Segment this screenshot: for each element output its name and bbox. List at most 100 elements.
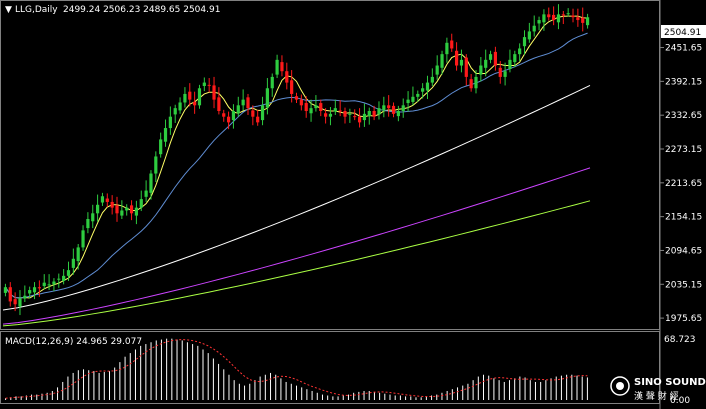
candle-body: [168, 116, 172, 129]
price-tick-label: 2273.15: [665, 145, 702, 155]
candle-body: [585, 17, 590, 26]
candle-body: [139, 199, 143, 208]
price-axis: 2451.65 2392.15 2332.65 2273.15 2213.65 2154.…: [660, 44, 702, 324]
candle-body: [576, 17, 580, 21]
candle-body: [391, 105, 396, 114]
candle-body: [125, 207, 129, 211]
candle-body: [450, 40, 454, 49]
candle-body: [532, 25, 536, 32]
candle-body: [484, 59, 488, 68]
moving-average-line: [2, 167, 591, 325]
candle-body: [110, 201, 114, 208]
candle-body: [328, 113, 333, 117]
candle-body: [508, 59, 512, 69]
candle-body: [52, 281, 56, 285]
candle-body: [377, 108, 381, 115]
candle-body: [236, 105, 240, 114]
candle-body: [430, 76, 434, 83]
candle-body: [459, 59, 464, 66]
logo-chinese: 漢 聲 財 經: [634, 390, 679, 402]
candle-body: [348, 113, 352, 115]
candle-body: [367, 111, 371, 117]
candle-body: [338, 110, 342, 112]
candle-body: [552, 14, 556, 21]
candle-body: [299, 99, 303, 106]
moving-average-line: [2, 200, 591, 327]
candle-body: [115, 205, 119, 214]
candle-body: [571, 15, 575, 18]
candle-body: [285, 71, 289, 83]
macd-histogram: [5, 338, 588, 400]
main-chart-frame: [0, 0, 660, 330]
symbol-label: LLG,Daily: [15, 5, 58, 15]
chart-menu-arrow-icon[interactable]: ▼: [5, 5, 12, 15]
candle-body: [556, 14, 561, 23]
candle-body: [193, 101, 197, 106]
candle-body: [91, 213, 95, 222]
candle-body: [527, 31, 531, 40]
candle-body: [469, 79, 473, 89]
candle-body: [406, 99, 410, 104]
moving-average-line: [2, 84, 591, 311]
candle-body: [294, 96, 299, 100]
candle-body: [372, 111, 376, 117]
macd-bottom-label: 0.00: [670, 396, 690, 406]
candle-body: [440, 54, 444, 68]
candle-body: [581, 17, 585, 23]
candle-body: [134, 207, 139, 216]
candle-body: [149, 173, 153, 193]
candle-body: [454, 50, 459, 66]
candle-body: [382, 105, 386, 111]
candle-body: [217, 97, 221, 111]
candle-body: [251, 110, 255, 117]
candle-body: [537, 20, 541, 24]
candle-body: [120, 210, 124, 216]
sino-sound-logo: SINO SOUND 漢 聲 財 經: [610, 376, 706, 402]
candle-body: [226, 116, 231, 123]
candle-body: [319, 103, 323, 111]
candle-body: [47, 284, 51, 286]
candle-body: [57, 278, 61, 280]
candle-body: [163, 128, 168, 142]
candle-body: [304, 103, 308, 111]
candle-body: [435, 65, 439, 75]
candle-body: [542, 14, 546, 23]
candle-body: [13, 299, 17, 305]
ohlc-values: 2499.24 2506.23 2489.65 2504.91: [63, 5, 220, 15]
candle-body: [154, 156, 158, 174]
price-tick-label: 2154.15: [665, 213, 702, 223]
candle-body: [343, 111, 347, 117]
candle-body: [270, 76, 274, 89]
candle-body: [445, 42, 449, 55]
candle-body: [357, 116, 362, 123]
logo-icon-core: [616, 382, 624, 390]
price-tick-label: 2035.15: [665, 280, 702, 290]
candle-body: [265, 88, 269, 108]
candle-body: [129, 205, 134, 214]
candle-body: [95, 204, 100, 214]
candle-body: [212, 85, 216, 100]
candle-body: [256, 116, 260, 123]
candle-body: [396, 111, 400, 117]
candle-body: [159, 139, 163, 155]
candle-body: [411, 96, 415, 102]
candle-body: [493, 51, 498, 66]
candle-body: [86, 219, 90, 229]
candle-body: [488, 54, 493, 60]
candle-body: [188, 91, 192, 100]
candle-body: [100, 196, 105, 203]
logo-brand: SINO SOUND: [634, 377, 706, 388]
candle-body: [275, 59, 279, 75]
candle-body: [387, 105, 391, 109]
candle-body: [518, 48, 522, 55]
candle-body: [309, 108, 313, 114]
candle-body: [566, 13, 570, 15]
logo-icon: [610, 376, 630, 396]
candle-body: [479, 65, 483, 75]
candle-body: [62, 275, 66, 281]
candle-body: [547, 14, 551, 18]
price-tick-label: 2213.65: [665, 179, 702, 189]
candle-body: [231, 111, 236, 121]
candle-body: [522, 37, 527, 47]
